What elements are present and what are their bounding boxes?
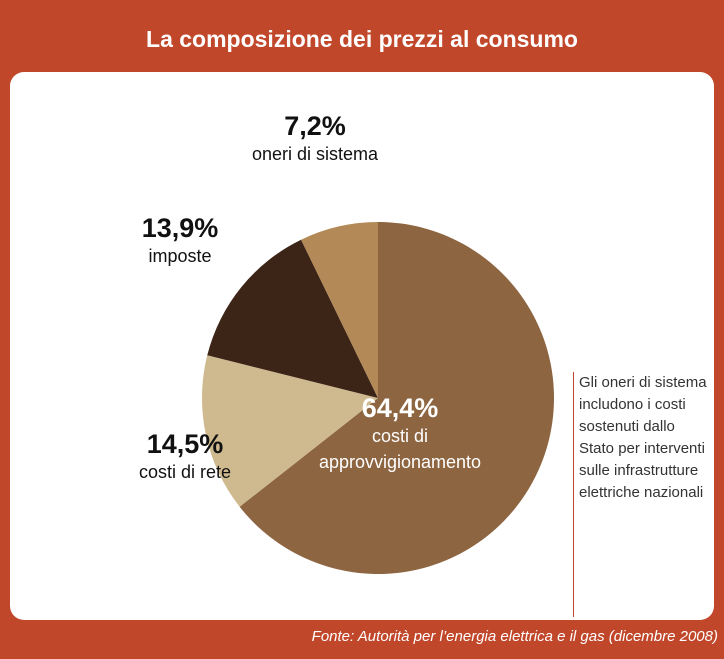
slice-label: 64,4% costi di approvvigionamento <box>290 394 510 475</box>
pie-slice <box>239 222 555 574</box>
category-label: oneri di sistema <box>251 144 379 164</box>
slice-label: 14,5% costi di rete <box>110 430 260 485</box>
pie-chart <box>202 222 555 574</box>
value-label: 13,9% <box>141 213 219 243</box>
note: Gli oneri di sistema includono i costi s… <box>573 372 711 617</box>
chart-title: La composizione dei prezzi al consumo <box>146 26 578 52</box>
pie-slice <box>202 355 378 507</box>
panel: Gli oneri di sistema includono i costi s… <box>10 72 714 620</box>
value-label: 64,4% <box>361 393 439 423</box>
pie-slice <box>301 222 378 398</box>
value-label: 14,5% <box>146 429 224 459</box>
slice-label: 13,9% imposte <box>105 214 255 269</box>
category-label: costi di approvvigionamento <box>318 426 482 472</box>
source: Fonte: Autorità per l’energia elettrica … <box>311 628 718 645</box>
category-label: costi di rete <box>138 462 232 482</box>
pie-slice <box>207 239 378 398</box>
category-label: imposte <box>148 246 212 266</box>
value-label: 7,2% <box>284 111 346 141</box>
slice-label: 7,2% oneri di sistema <box>245 112 385 167</box>
